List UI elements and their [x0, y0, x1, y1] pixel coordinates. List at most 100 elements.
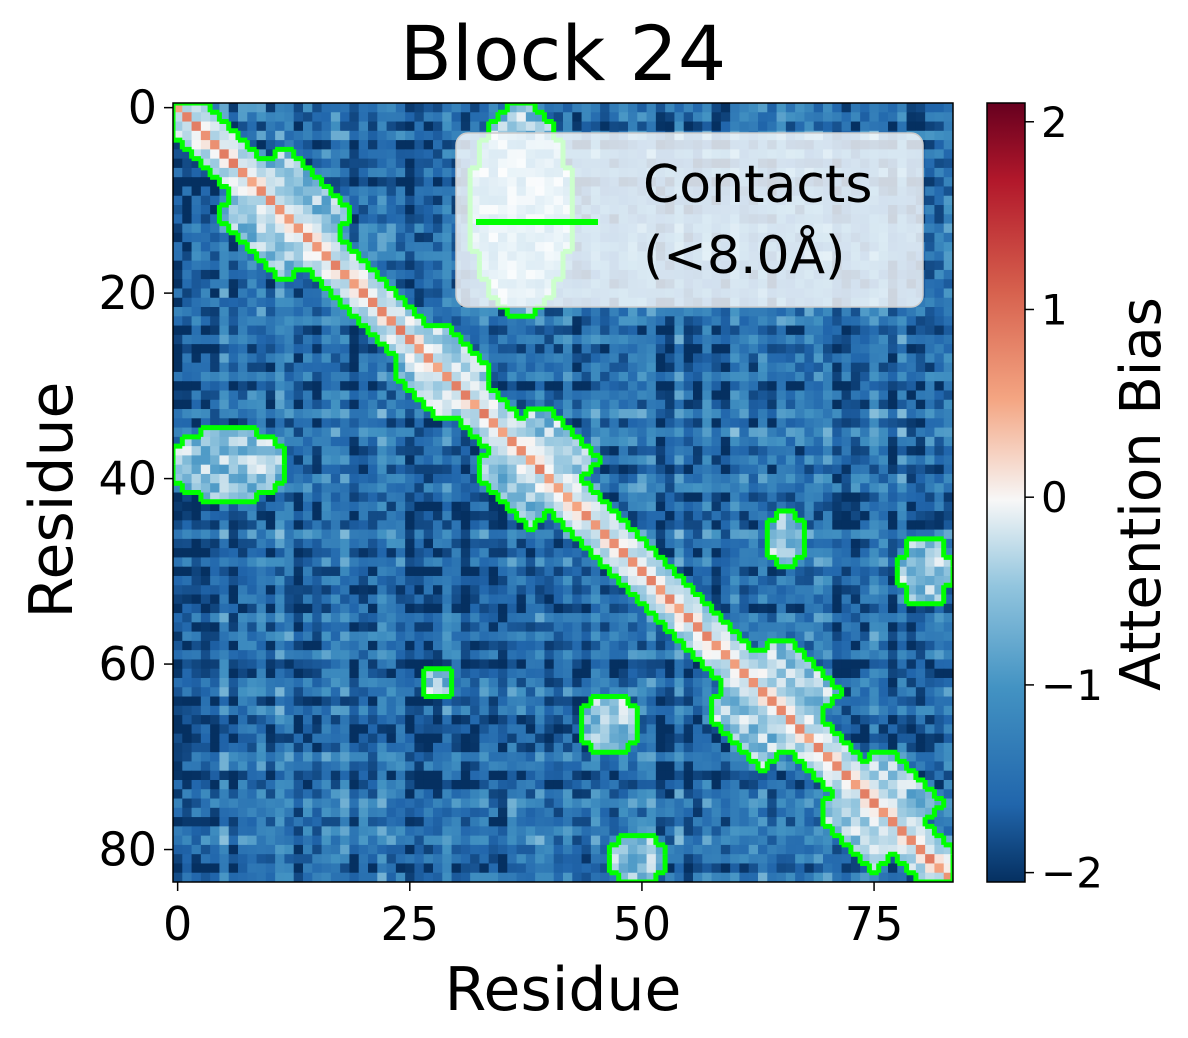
heatmap-cell — [377, 279, 388, 290]
heatmap-cell — [275, 149, 286, 160]
heatmap-cell — [943, 223, 953, 234]
heatmap-cell — [813, 344, 824, 354]
heatmap-cell — [609, 492, 620, 503]
heatmap-cell — [795, 603, 806, 614]
heatmap-cell — [460, 399, 471, 410]
heatmap-cell — [655, 585, 666, 596]
heatmap-cell — [451, 362, 462, 373]
heatmap-cell — [720, 631, 731, 642]
heatmap-cell — [228, 186, 239, 197]
heatmap-cell — [888, 501, 898, 512]
heatmap-cell — [498, 446, 508, 456]
heatmap-cell — [609, 575, 620, 586]
heatmap-cell — [572, 427, 583, 438]
heatmap-cell — [238, 149, 248, 160]
heatmap-cell — [869, 409, 880, 419]
heatmap-cell — [442, 548, 453, 559]
heatmap-cell — [442, 566, 453, 577]
heatmap-cell — [470, 325, 481, 336]
heatmap-cell — [460, 103, 471, 113]
heatmap-cell — [590, 381, 601, 392]
heatmap-cell — [433, 214, 443, 225]
heatmap-cell — [173, 130, 183, 141]
heatmap-cell — [182, 650, 193, 661]
heatmap-cell — [581, 557, 592, 568]
heatmap-cell — [674, 492, 685, 503]
heatmap-cell — [915, 427, 926, 438]
heatmap-cell — [590, 436, 601, 447]
heatmap-cell — [767, 316, 778, 327]
heatmap-cell — [711, 446, 722, 456]
heatmap-cell — [888, 575, 898, 586]
heatmap-cell — [637, 455, 648, 466]
heatmap-cell — [804, 409, 815, 419]
heatmap-cell — [423, 140, 434, 150]
heatmap-cell — [897, 409, 908, 419]
heatmap-cell — [303, 427, 313, 438]
heatmap-cell — [776, 112, 787, 123]
heatmap-cell — [581, 353, 592, 364]
heatmap-cell — [293, 177, 304, 188]
heatmap-cell — [200, 353, 211, 364]
heatmap-cell — [405, 548, 416, 559]
heatmap-cell — [191, 566, 202, 577]
heatmap-cell — [628, 520, 638, 531]
heatmap-cell — [553, 427, 564, 438]
heatmap-cell — [275, 538, 286, 549]
heatmap-cell — [358, 269, 369, 280]
heatmap-cell — [934, 483, 945, 494]
heatmap-cell — [182, 436, 193, 447]
heatmap-cell — [618, 381, 629, 392]
heatmap-cell — [711, 112, 722, 123]
heatmap-cell — [265, 232, 276, 243]
heatmap-cell — [832, 455, 843, 466]
heatmap-cell — [247, 325, 258, 336]
heatmap-cell — [711, 622, 722, 633]
heatmap-cell — [869, 631, 880, 642]
heatmap-cell — [943, 566, 953, 577]
heatmap-cell — [395, 520, 406, 531]
heatmap-cell — [219, 177, 230, 188]
heatmap-cell — [813, 362, 824, 373]
heatmap-cell — [915, 371, 926, 382]
heatmap-cell — [173, 158, 183, 169]
heatmap-cell — [321, 232, 332, 243]
heatmap-cell — [479, 622, 490, 633]
heatmap-cell — [303, 371, 313, 382]
heatmap-cell — [869, 538, 880, 549]
heatmap-cell — [925, 130, 936, 141]
heatmap-cell — [720, 529, 731, 540]
heatmap-cell — [312, 557, 323, 568]
heatmap-cell — [451, 446, 462, 456]
heatmap-cell — [488, 557, 499, 568]
heatmap-cell — [182, 177, 193, 188]
heatmap-cell — [386, 353, 397, 364]
heatmap-cell — [442, 455, 453, 466]
heatmap-cell — [423, 167, 434, 178]
heatmap-cell — [498, 575, 508, 586]
heatmap-cell — [748, 594, 759, 605]
heatmap-cell — [219, 353, 230, 364]
heatmap-cell — [414, 307, 425, 317]
heatmap-cell — [943, 640, 953, 651]
heatmap-cell — [665, 121, 676, 132]
heatmap-cell — [888, 390, 898, 401]
heatmap-cell — [303, 260, 313, 271]
chart-title: Block 24 — [400, 9, 726, 98]
heatmap-cell — [572, 121, 583, 132]
heatmap-cell — [869, 640, 880, 651]
heatmap-cell — [321, 288, 332, 299]
heatmap-cell — [767, 511, 778, 521]
heatmap-cell — [470, 650, 481, 661]
heatmap-cell — [200, 427, 211, 438]
heatmap-cell — [479, 594, 490, 605]
heatmap-cell — [498, 603, 508, 614]
heatmap-cell — [312, 436, 323, 447]
heatmap-cell — [312, 260, 323, 271]
heatmap-cell — [460, 622, 471, 633]
heatmap-cell — [665, 529, 676, 540]
heatmap-cell — [637, 622, 648, 633]
heatmap-cell — [479, 538, 490, 549]
heatmap-cell — [693, 622, 703, 633]
heatmap-cell — [284, 418, 295, 429]
